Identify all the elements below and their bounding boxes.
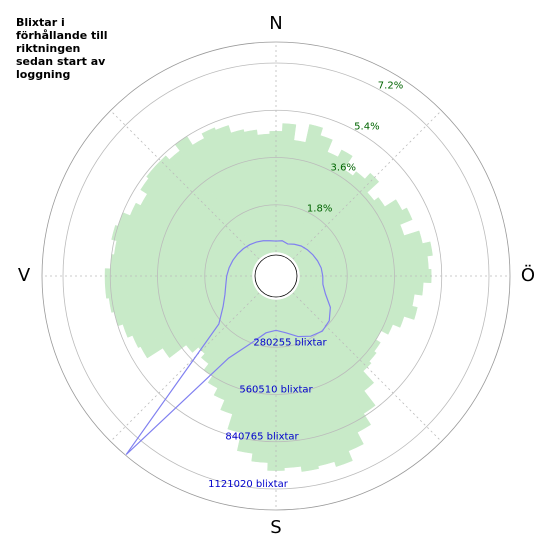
direction-bar [236,299,274,454]
direction-bar [278,299,319,472]
center-hole [254,254,298,298]
r-tick-label: 5.4% [354,121,379,132]
chart-title: Blixtar i förhållande till riktningen se… [16,16,108,81]
direction-bar [282,297,353,467]
direction-bar [200,293,262,365]
spoke [292,110,442,260]
grid-circle [157,157,395,395]
direction-bar [280,124,323,254]
direction-bar [296,284,394,335]
spoke [292,292,442,442]
spoke [110,110,260,260]
r2-tick-label: 840765 blixtar [225,432,299,443]
r-tick-label: 3.6% [331,162,356,173]
grid-circle [62,62,490,490]
direction-label: V [18,265,31,286]
direction-bar [276,123,297,253]
direction-bar [243,129,274,253]
direction-bar [257,133,276,253]
direction-bar [111,225,254,272]
direction-bar [215,125,270,255]
direction-bar [299,241,433,274]
spokes [42,42,510,510]
direction-bar [251,299,276,463]
direction-label: N [269,13,282,34]
grid-circle [204,204,348,348]
r-tick-label: 1.8% [307,203,332,214]
direction-bar [227,298,272,433]
direction-bar [201,127,268,256]
direction-bar [129,202,256,268]
r-tick-label: 7.2% [378,81,403,92]
direction-bar [220,297,270,415]
direction-bar [104,268,253,284]
direction-bar [297,282,405,328]
count-line [125,240,331,455]
direction-bar [213,296,268,401]
r2-tick-label: 560510 blixtar [239,384,313,395]
r2-tick-label: 1121020 blixtar [208,479,289,490]
outer-circle [41,41,511,511]
spoke [110,292,260,442]
direction-label: S [270,517,281,538]
direction-bar [286,149,353,257]
direction-bar [298,280,418,320]
direction-bar [282,135,333,255]
direction-bar [207,295,266,389]
r2-tick-label: 280255 blixtar [253,337,327,348]
direction-bar [296,207,413,268]
direction-bar [230,129,272,254]
direction-label: Ö [521,264,535,286]
direction-bar [299,276,424,296]
